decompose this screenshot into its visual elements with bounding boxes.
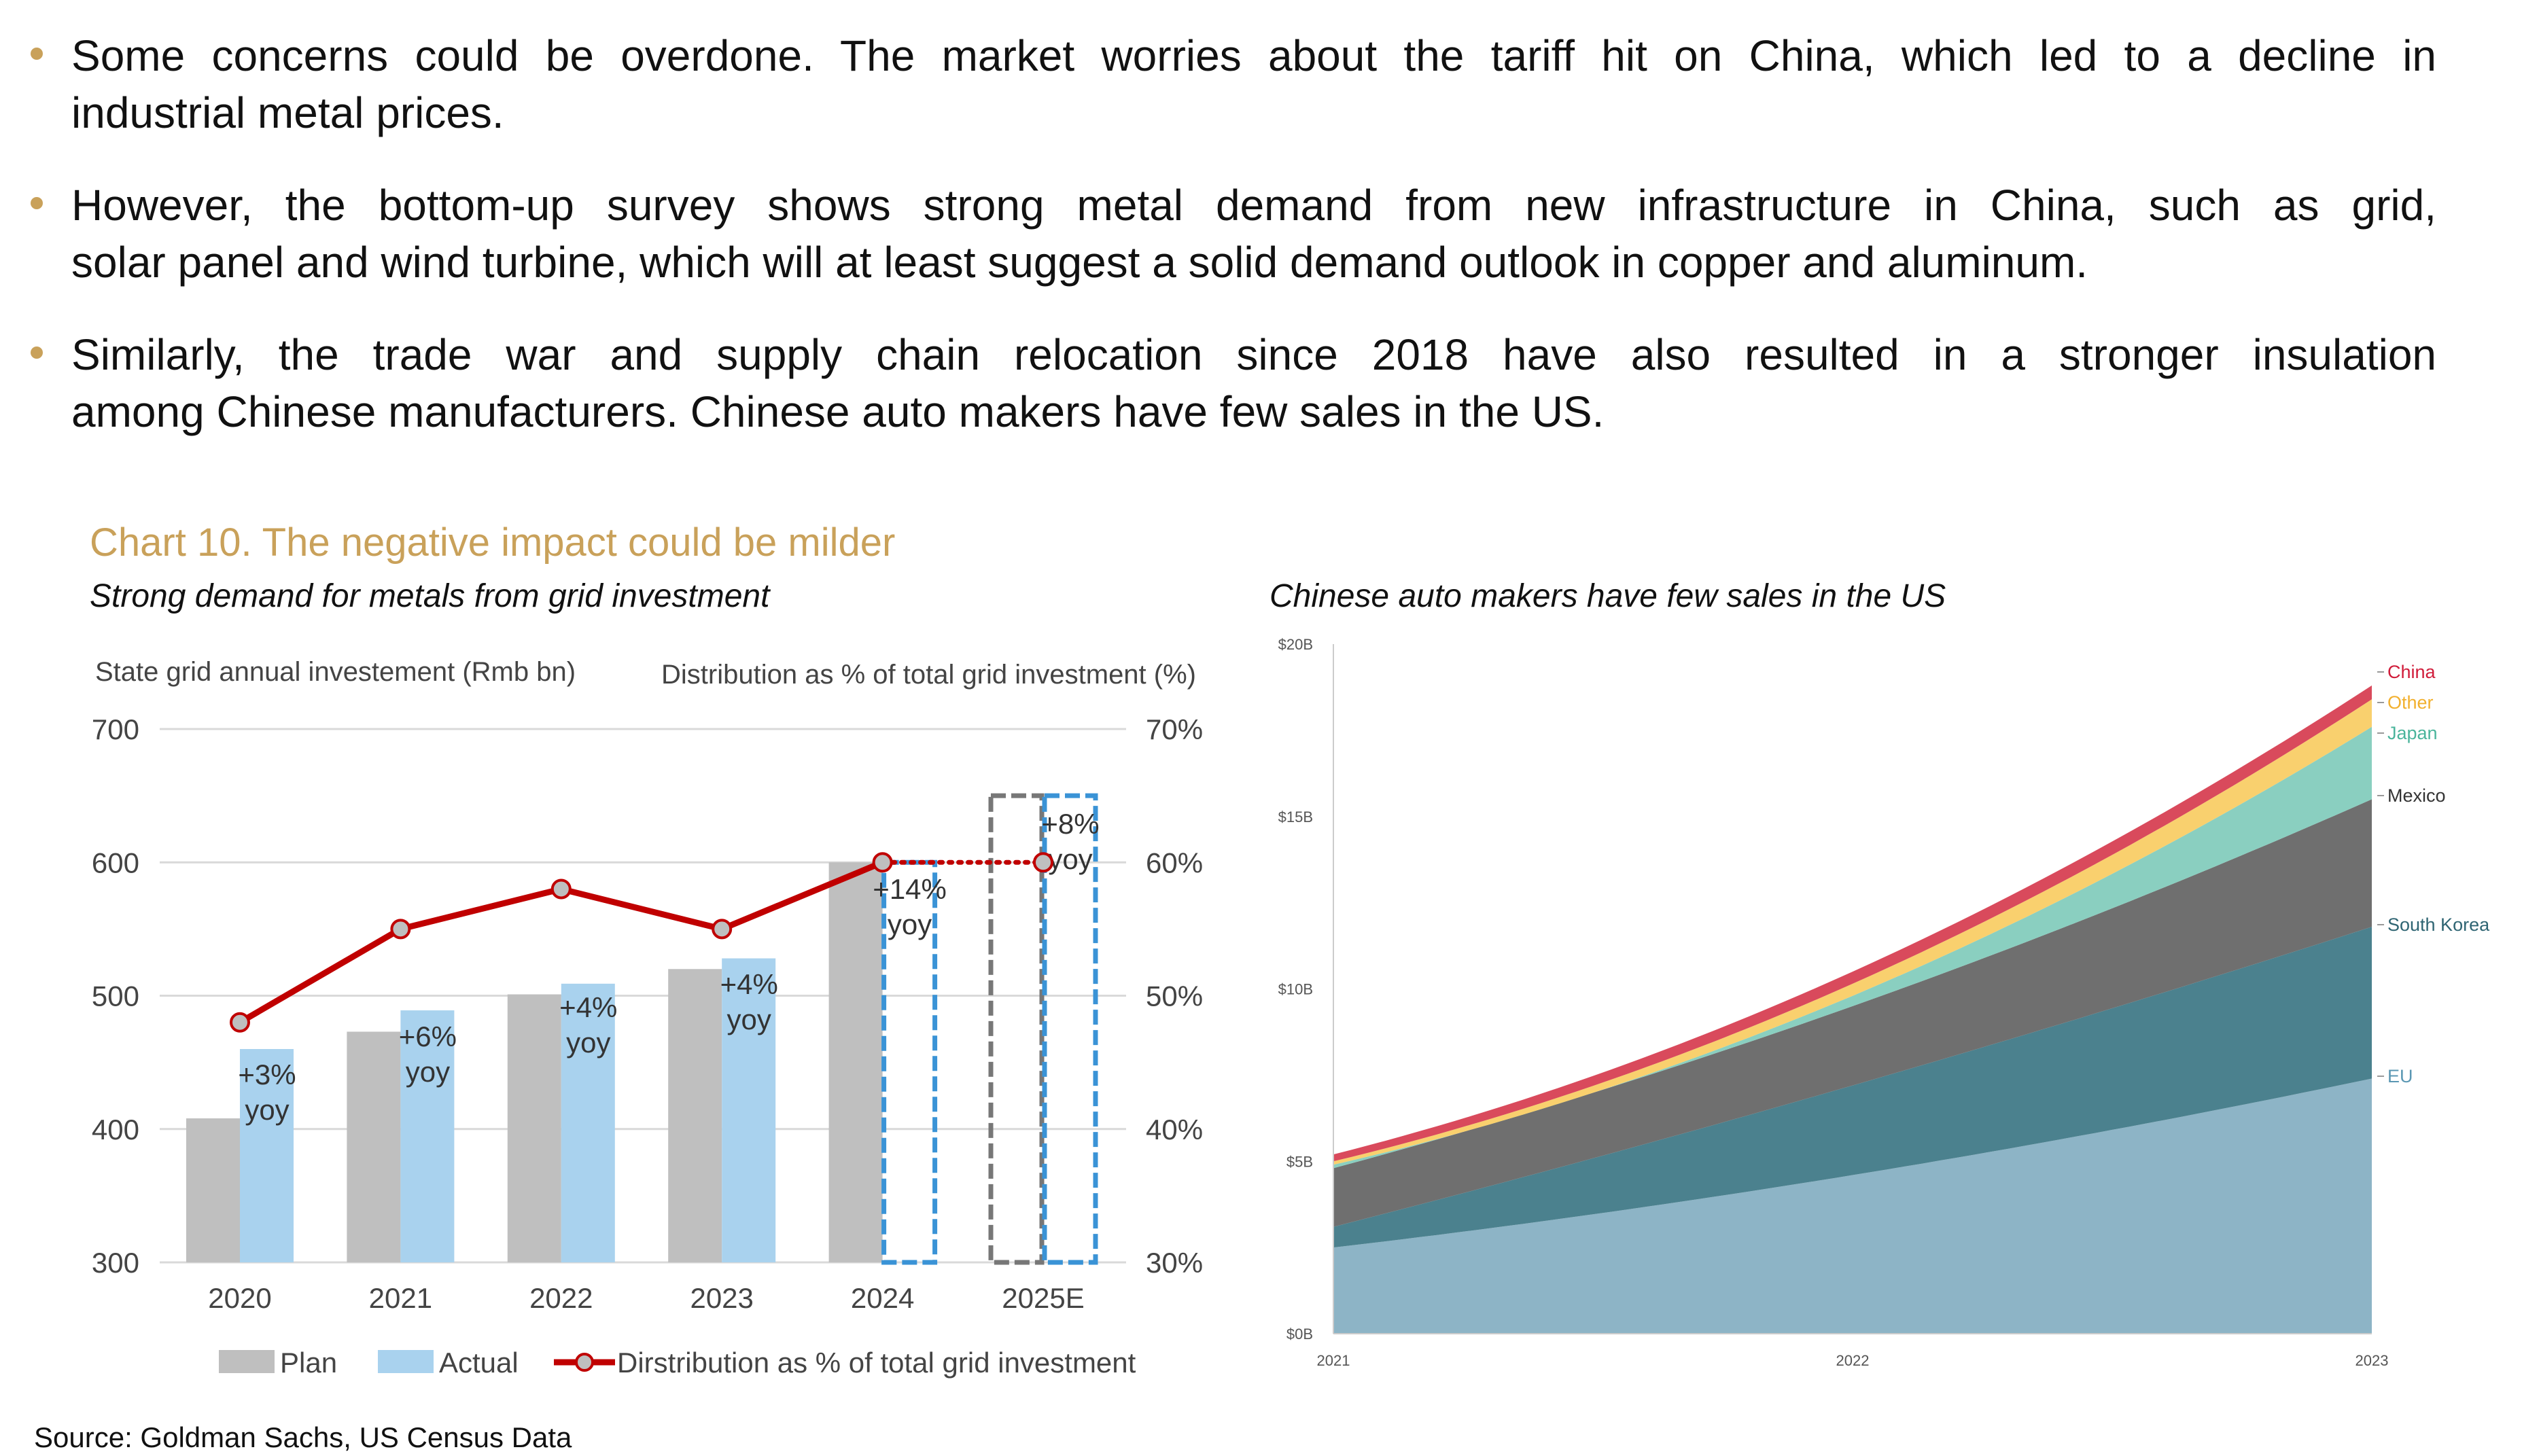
grid-investment-chart: State grid annual investement (Rmb bn) Di…	[92, 657, 1203, 1379]
plan-bar	[347, 1031, 401, 1262]
bullet-text-line: industrial metal prices.	[71, 88, 504, 137]
series-label: China	[2387, 662, 2436, 682]
actual-bar	[400, 1010, 455, 1262]
bar-annotation: +3%	[238, 1059, 296, 1090]
plan-bar	[828, 862, 883, 1262]
actual-bar	[722, 958, 776, 1262]
area-eu	[1333, 1078, 2372, 1334]
y2-tick-label: 50%	[1146, 980, 1203, 1012]
legend-actual-label: Actual	[439, 1347, 519, 1379]
distribution-point	[390, 919, 411, 940]
bar-annotation: yoy	[888, 908, 932, 940]
y-tick-label: $15B	[1278, 809, 1313, 825]
distribution-point	[550, 878, 572, 900]
series-label: Japan	[2387, 723, 2438, 743]
y2-tick-label: 70%	[1146, 713, 1203, 745]
bar-annotation: yoy	[406, 1056, 450, 1088]
area-japan	[1333, 726, 2372, 1169]
bar-annotation: yoy	[727, 1004, 771, 1035]
plan-bar	[507, 994, 561, 1262]
chart-title: Chart 10. The negative impact could be m…	[90, 520, 896, 565]
bullet-text-line: However, the bottom-up survey shows stro…	[71, 181, 2436, 230]
bullet-dot-icon	[31, 197, 43, 209]
y-tick-label: $10B	[1278, 981, 1313, 998]
y-tick-label: 400	[92, 1114, 139, 1146]
x-tick-label: 2021	[1317, 1352, 1350, 1369]
legend-line-label: Dirstribution as % of total grid investm…	[617, 1347, 1136, 1379]
bar-annotation: +4%	[720, 968, 778, 1000]
y2-tick-label: 30%	[1146, 1247, 1203, 1279]
bar-annotation: yoy	[566, 1027, 610, 1059]
y-tick-label: $5B	[1286, 1153, 1313, 1170]
x-tick-label: 2020	[208, 1282, 271, 1314]
x-tick-label: 2023	[2355, 1352, 2389, 1369]
y-tick-label: 500	[92, 980, 139, 1012]
series-label: EU	[2387, 1066, 2413, 1086]
x-tick-label: 2025E	[1002, 1282, 1084, 1314]
series-label: South Korea	[2387, 915, 2490, 935]
actual-bar	[240, 1049, 294, 1262]
bullet-dot-icon	[31, 347, 43, 359]
bullet-dot-icon	[31, 48, 43, 60]
x-tick-label: 2022	[529, 1282, 593, 1314]
source-note: Source: Goldman Sachs, US Census Data	[34, 1421, 572, 1453]
bullet-text-line: Similarly, the trade war and supply chai…	[71, 330, 2436, 379]
legend-actual-swatch	[378, 1350, 434, 1373]
series-label: Mexico	[2387, 785, 2446, 806]
y-tick-label: $0B	[1286, 1326, 1313, 1343]
series-label: Other	[2387, 692, 2434, 713]
distribution-point	[1033, 852, 1053, 873]
distribution-point	[872, 852, 893, 873]
x-tick-label: 2022	[1836, 1352, 1870, 1369]
distribution-point	[230, 1012, 250, 1033]
bullet-item: Some concerns could be overdone. The mar…	[31, 27, 2436, 141]
right-chart-subtitle: Chinese auto makers have few sales in th…	[1269, 578, 1946, 614]
actual-bar	[561, 983, 615, 1262]
bar-annotation: +4%	[559, 991, 617, 1023]
y-tick-label: $20B	[1278, 636, 1313, 653]
y-tick-label: 700	[92, 713, 139, 745]
bullet-text-line: Some concerns could be overdone. The mar…	[71, 31, 2436, 80]
x-tick-label: 2024	[851, 1282, 914, 1314]
left-axis-title: State grid annual investement (Rmb bn)	[95, 657, 576, 687]
distribution-point	[712, 919, 733, 940]
bar-annotation: yoy	[1048, 843, 1092, 875]
bullet-item: However, the bottom-up survey shows stro…	[31, 177, 2436, 291]
bar-annotation: +6%	[399, 1020, 457, 1052]
area-mexico	[1333, 799, 2372, 1227]
area-china	[1333, 685, 2372, 1162]
area-other	[1333, 699, 2372, 1165]
plan-bar-dashed	[988, 793, 1045, 1265]
y-tick-label: 600	[92, 847, 139, 878]
plan-bar	[668, 969, 722, 1262]
bar-annotation: yoy	[245, 1094, 289, 1126]
y2-tick-label: 40%	[1146, 1114, 1203, 1146]
legend-plan-swatch	[219, 1350, 275, 1373]
legend-plan-label: Plan	[280, 1347, 337, 1379]
actual-bar-dashed	[1042, 793, 1098, 1265]
y-tick-label: 300	[92, 1247, 139, 1279]
bullet-item: Similarly, the trade war and supply chai…	[31, 326, 2436, 440]
legend-line-marker	[575, 1353, 594, 1372]
left-chart-subtitle: Strong demand for metals from grid inves…	[90, 578, 770, 614]
area-south-korea	[1333, 927, 2372, 1248]
x-tick-label: 2023	[690, 1282, 753, 1314]
bar-annotation: +14%	[873, 873, 947, 905]
bullet-text-line: solar panel and wind turbine, which will…	[71, 238, 2088, 287]
x-tick-label: 2021	[369, 1282, 432, 1314]
bullet-text-line: among Chinese manufacturers. Chinese aut…	[71, 387, 1605, 436]
right-axis-title: Distribution as % of total grid investme…	[661, 660, 1196, 690]
bar-annotation: +8%	[1041, 808, 1099, 840]
plan-bar	[186, 1118, 240, 1262]
y2-tick-label: 60%	[1146, 847, 1203, 878]
